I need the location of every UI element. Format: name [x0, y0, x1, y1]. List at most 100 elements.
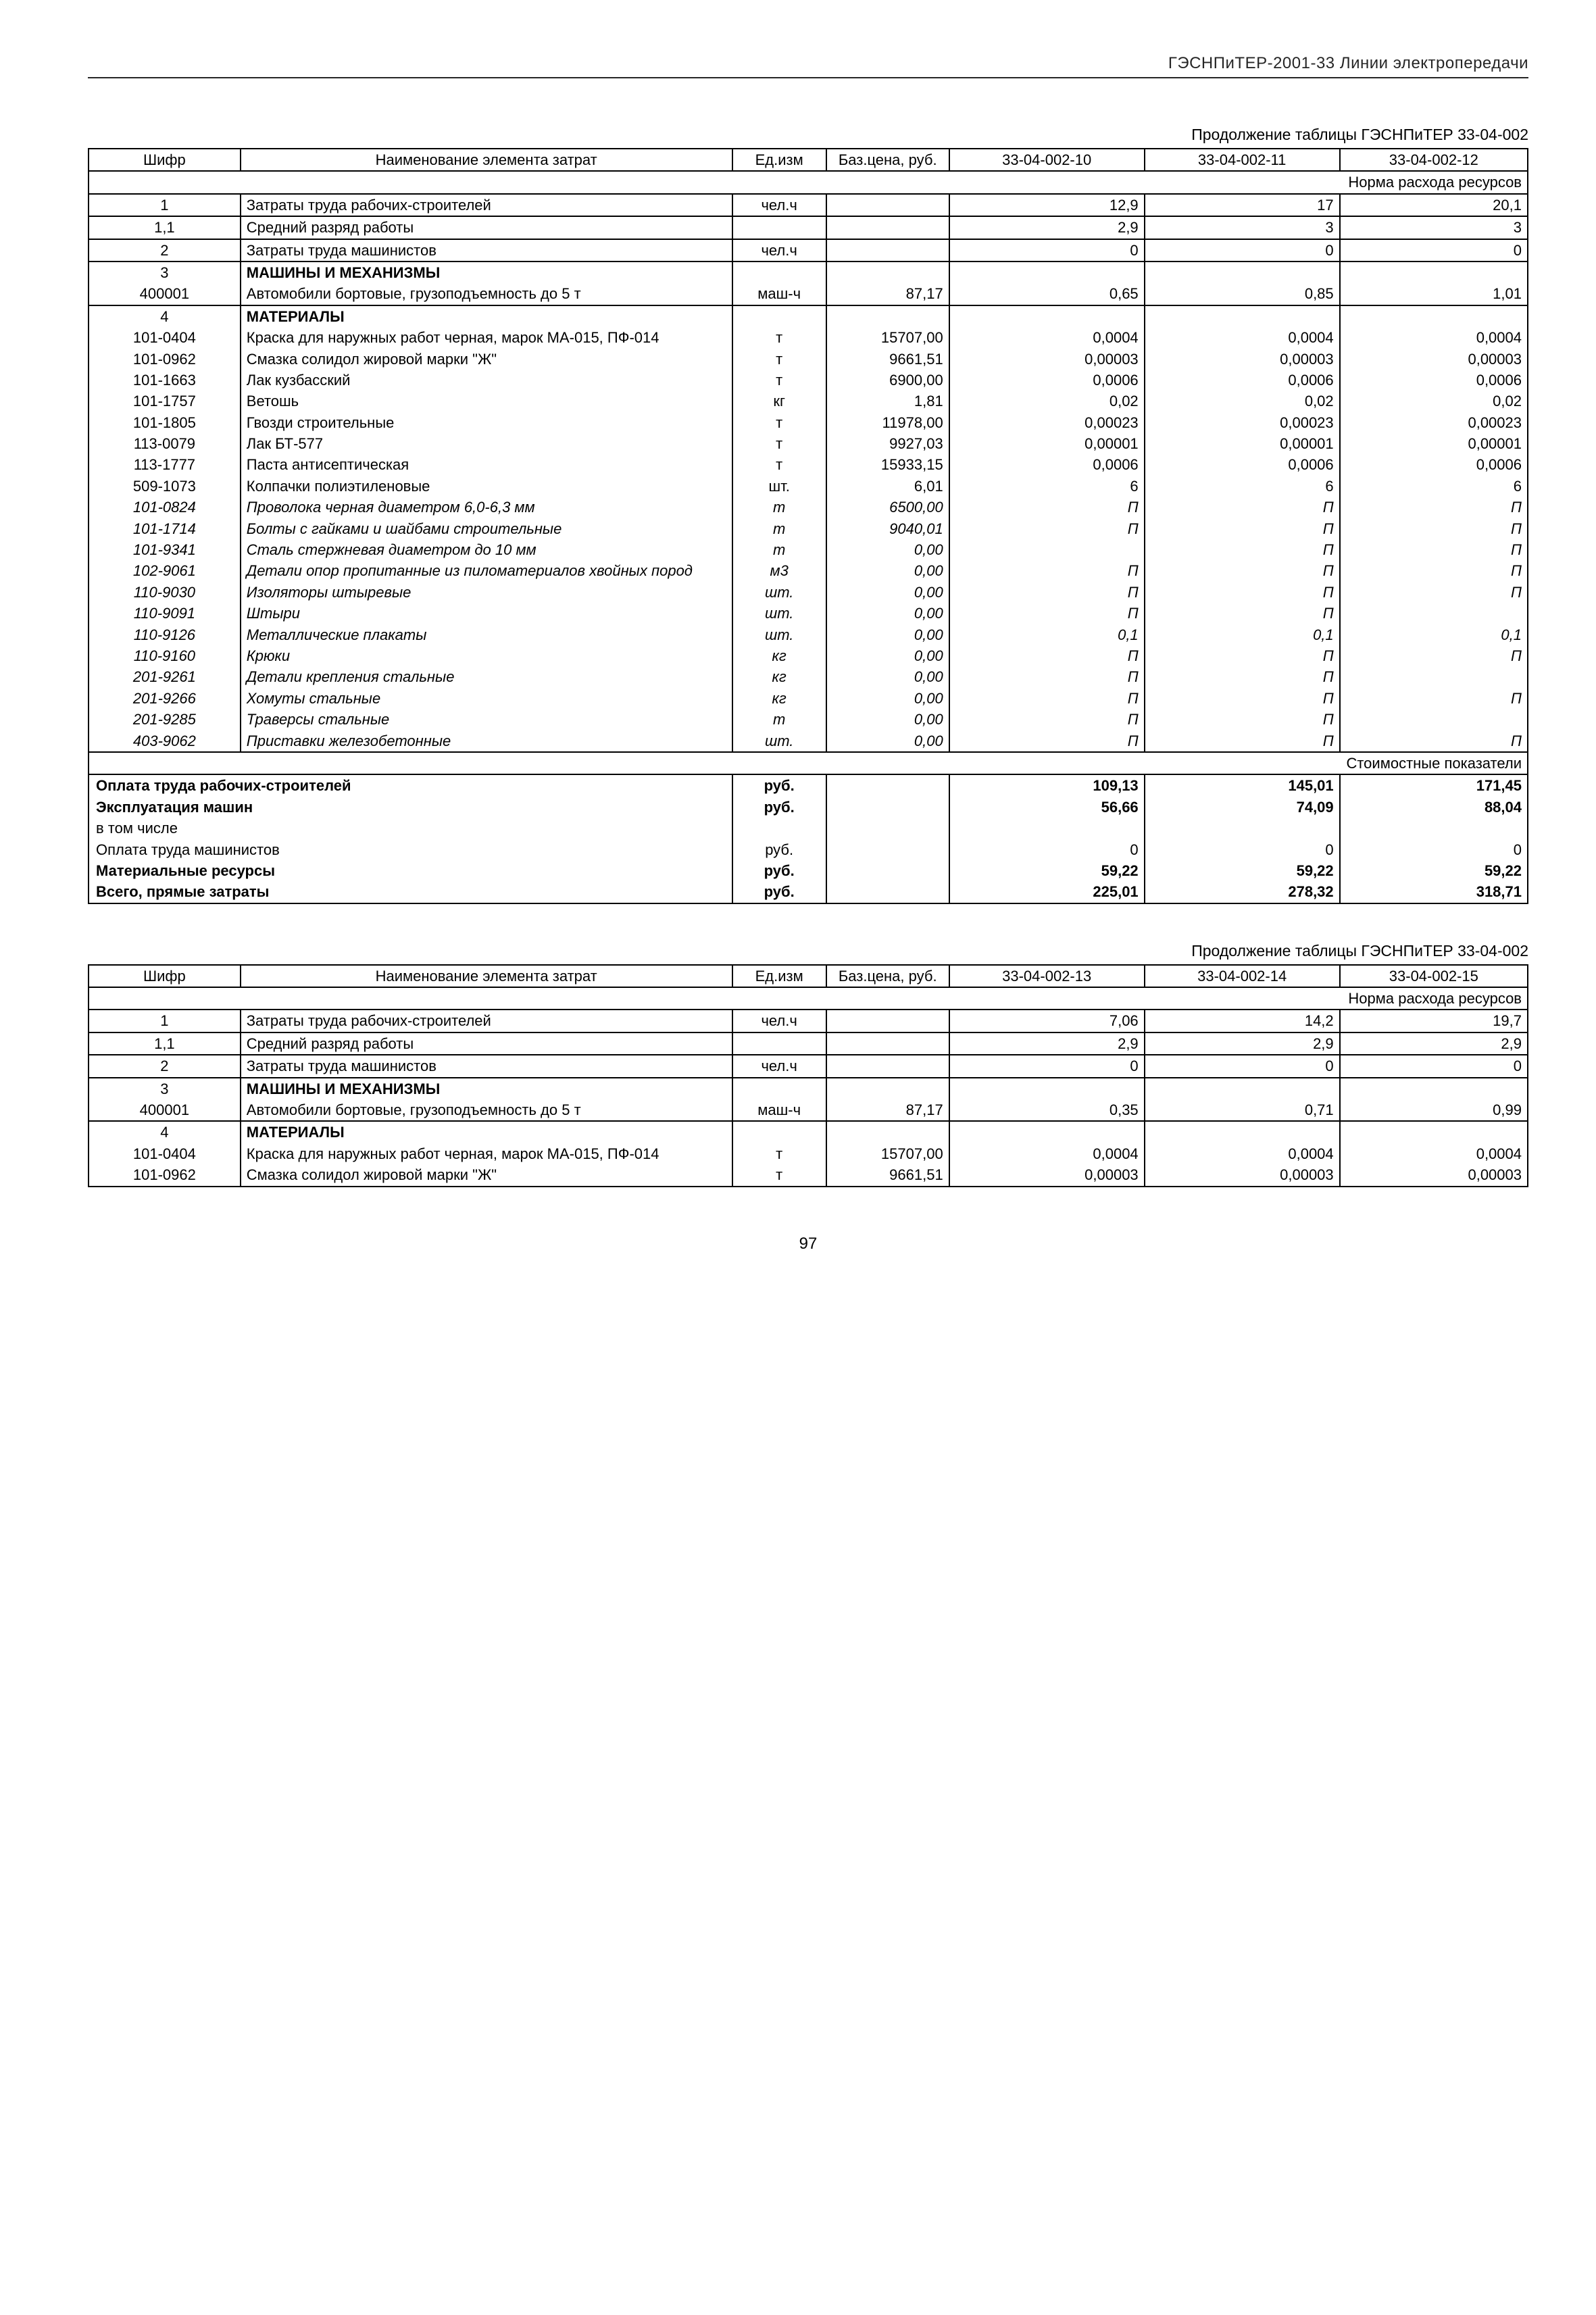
cell-v1: 7,06 — [949, 1010, 1145, 1032]
cell-v3: 0,0004 — [1340, 1143, 1528, 1164]
cell-name: Детали опор пропитанные из пиломатериало… — [241, 560, 732, 581]
cell-v3: 2,9 — [1340, 1032, 1528, 1055]
cell-v1: П — [949, 688, 1145, 709]
cell-v3: 59,22 — [1340, 860, 1528, 881]
cell-shifr: 101-9341 — [89, 539, 241, 560]
cell-base — [826, 818, 949, 839]
table-row: 101-1757Ветошькг1,810,020,020,02 — [89, 391, 1528, 412]
cell-v2: 2,9 — [1145, 1032, 1340, 1055]
table-row: 101-1663Лак кузбасскийт6900,000,00060,00… — [89, 370, 1528, 391]
cell-name: Изоляторы штыревые — [241, 582, 732, 603]
cell-name: Средний разряд работы — [241, 216, 732, 239]
cell-v1: П — [949, 518, 1145, 539]
cell-shifr: 3 — [89, 262, 241, 283]
cell-shifr: 3 — [89, 1078, 241, 1099]
cell-v2: 14,2 — [1145, 1010, 1340, 1032]
table-row: 101-9341Сталь стержневая диаметром до 10… — [89, 539, 1528, 560]
cell-v1 — [949, 1078, 1145, 1099]
cell-v3 — [1340, 666, 1528, 687]
cell-v3 — [1340, 603, 1528, 624]
cell-shifr: 101-1805 — [89, 412, 241, 433]
cell-v1: 0,65 — [949, 283, 1145, 305]
cell-v1: П — [949, 560, 1145, 581]
cell-shifr: 110-9091 — [89, 603, 241, 624]
cell-v3: 0,0004 — [1340, 327, 1528, 348]
table-row: 1Затраты труда рабочих-строителейчел.ч12… — [89, 194, 1528, 216]
cell-unit: шт. — [732, 603, 826, 624]
table-row: 101-0962Смазка солидол жировой марки "Ж"… — [89, 1164, 1528, 1186]
cell-base: 0,00 — [826, 560, 949, 581]
cell-v2: П — [1145, 645, 1340, 666]
col-v2: 33-04-002-14 — [1145, 965, 1340, 987]
table-row: 101-0404Краска для наружных работ черная… — [89, 327, 1528, 348]
cell-v3: П — [1340, 730, 1528, 752]
cell-v2: П — [1145, 730, 1340, 752]
cell-name: МАШИНЫ И МЕХАНИЗМЫ — [241, 262, 732, 283]
cell-unit: шт. — [732, 582, 826, 603]
cell-v2: 0,0004 — [1145, 327, 1340, 348]
cell-unit: чел.ч — [732, 1055, 826, 1077]
cell-shifr: 113-1777 — [89, 454, 241, 475]
cell-v3: П — [1340, 645, 1528, 666]
table1-caption: Продолжение таблицы ГЭСНПиТЕР 33-04-002 — [88, 126, 1528, 144]
cell-shifr: 101-0824 — [89, 497, 241, 518]
cell-unit: руб. — [732, 839, 826, 860]
table-row: 201-9266Хомуты стальныекг0,00ППП — [89, 688, 1528, 709]
cell-v1: 56,66 — [949, 797, 1145, 818]
cell-v1: 12,9 — [949, 194, 1145, 216]
cell-v1: 0,0006 — [949, 370, 1145, 391]
cell-name: Металлические плакаты — [241, 624, 732, 645]
cell-v1: 2,9 — [949, 1032, 1145, 1055]
cost-name: Оплата труда рабочих-строителей — [89, 774, 732, 796]
table-row: 400001Автомобили бортовые, грузоподъемно… — [89, 283, 1528, 305]
cell-v1: 0,0004 — [949, 1143, 1145, 1164]
cell-unit: т — [732, 433, 826, 454]
cell-v2: 0,00003 — [1145, 1164, 1340, 1186]
cell-unit: руб. — [732, 860, 826, 881]
cell-v2: 0,0004 — [1145, 1143, 1340, 1164]
cell-base: 9661,51 — [826, 1164, 949, 1186]
cell-v2: 0,0006 — [1145, 454, 1340, 475]
cell-unit: кг — [732, 688, 826, 709]
cell-base — [826, 774, 949, 796]
cell-v3: 0,0006 — [1340, 454, 1528, 475]
cell-base — [826, 1010, 949, 1032]
cell-shifr: 101-0962 — [89, 349, 241, 370]
cell-base: 1,81 — [826, 391, 949, 412]
cell-name: Паста антисептическая — [241, 454, 732, 475]
table-row: 1,1Средний разряд работы2,933 — [89, 216, 1528, 239]
cell-shifr: 101-0404 — [89, 327, 241, 348]
page-number: 97 — [88, 1235, 1528, 1253]
table-row: 403-9062Приставки железобетонныешт.0,00П… — [89, 730, 1528, 752]
cell-unit: т — [732, 497, 826, 518]
cell-base: 0,00 — [826, 688, 949, 709]
cell-v3: 0,1 — [1340, 624, 1528, 645]
cell-v1 — [949, 1121, 1145, 1143]
cell-v1: П — [949, 582, 1145, 603]
cell-unit: кг — [732, 666, 826, 687]
cell-v2: 6 — [1145, 476, 1340, 497]
cell-v2: П — [1145, 603, 1340, 624]
cell-v2: 0,02 — [1145, 391, 1340, 412]
cell-base: 0,00 — [826, 624, 949, 645]
table-row: 201-9285Траверсы стальныет0,00ПП — [89, 709, 1528, 730]
cell-v1: П — [949, 666, 1145, 687]
cell-unit — [732, 1078, 826, 1099]
cell-base: 87,17 — [826, 1099, 949, 1121]
cell-base: 0,00 — [826, 666, 949, 687]
cell-v3 — [1340, 1078, 1528, 1099]
cell-shifr: 4 — [89, 1121, 241, 1143]
table2: Шифр Наименование элемента затрат Ед.изм… — [88, 964, 1528, 1187]
cell-unit: чел.ч — [732, 194, 826, 216]
cell-v2 — [1145, 262, 1340, 283]
table1-head: Шифр Наименование элемента затрат Ед.изм… — [89, 149, 1528, 171]
cell-shifr: 113-0079 — [89, 433, 241, 454]
col-v2: 33-04-002-11 — [1145, 149, 1340, 171]
cell-shifr: 400001 — [89, 283, 241, 305]
cell-v2: П — [1145, 666, 1340, 687]
cell-v3: П — [1340, 497, 1528, 518]
cell-name: МАТЕРИАЛЫ — [241, 1121, 732, 1143]
col-shifr: Шифр — [89, 149, 241, 171]
cell-name: Средний разряд работы — [241, 1032, 732, 1055]
col-name: Наименование элемента затрат — [241, 965, 732, 987]
